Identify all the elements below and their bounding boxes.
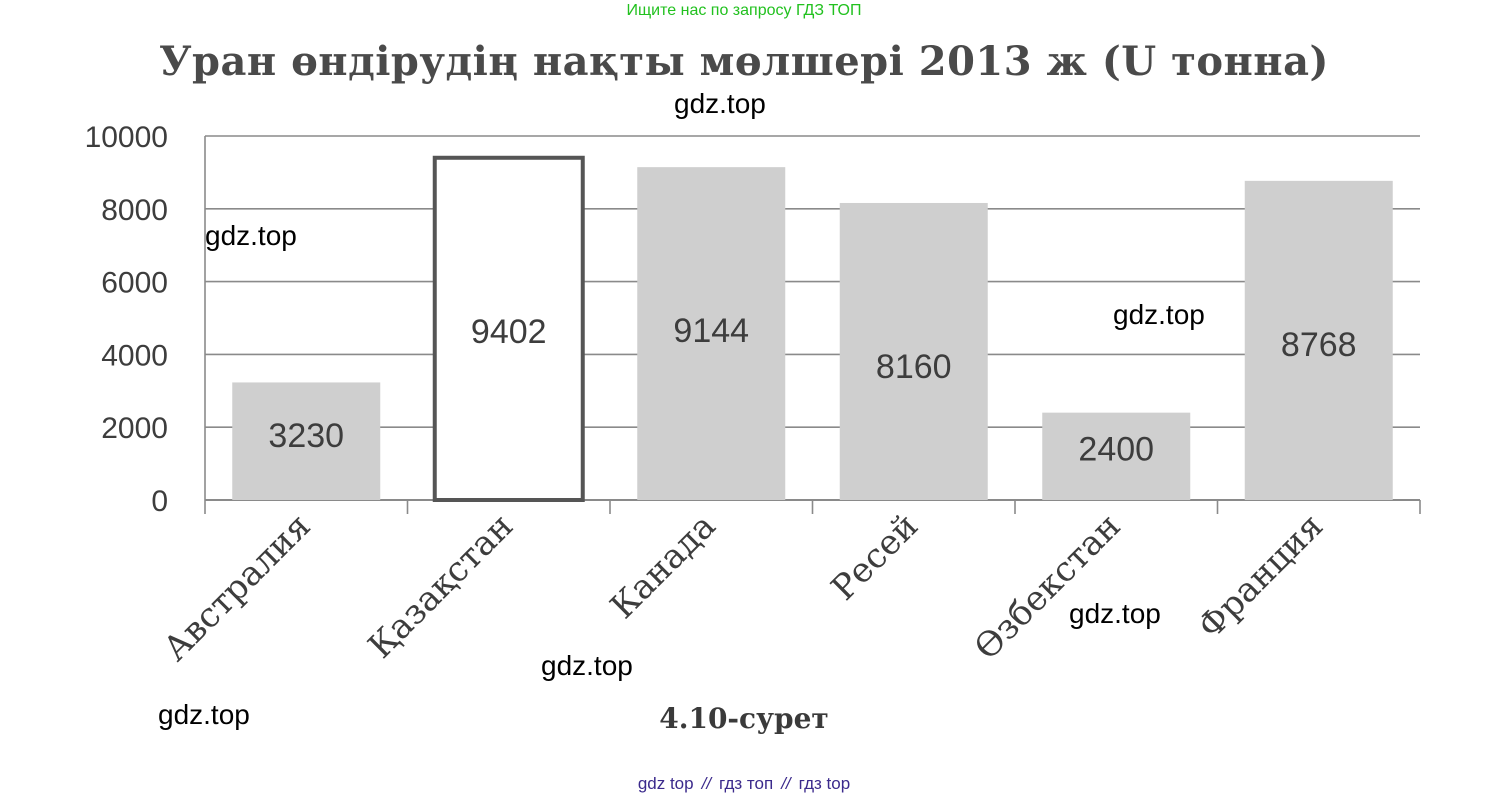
footer-separator: // <box>781 774 791 793</box>
data-label: 9402 <box>471 313 547 351</box>
bar <box>432 155 585 502</box>
watermark: gdz.top <box>158 699 250 730</box>
bar <box>839 202 988 500</box>
x-category-label: Франция <box>1190 506 1331 647</box>
footer-separator: // <box>701 774 712 793</box>
bar <box>232 382 381 500</box>
watermark: gdz.top <box>541 650 633 681</box>
bar <box>1042 412 1191 500</box>
data-label: 3230 <box>268 417 344 455</box>
y-tick-label: 4000 <box>101 339 168 372</box>
footer-link[interactable]: gdz top <box>637 774 694 793</box>
footer-link[interactable]: гдз топ <box>719 774 774 793</box>
y-tick-label: 8000 <box>101 194 168 227</box>
watermark: gdz.top <box>1069 598 1161 629</box>
data-label: 9144 <box>673 312 749 350</box>
watermark: gdz.top <box>205 220 297 251</box>
y-tick-label: 2000 <box>101 412 168 445</box>
chart-title: Уран өндірудің нақты мөлшері 2013 ж (U т… <box>159 38 1329 85</box>
figure-caption: 4.10-сурет <box>659 702 829 735</box>
y-tick-label: 0 <box>151 485 168 518</box>
x-category-label: Канада <box>603 506 724 627</box>
footer-link[interactable]: гдз top <box>798 774 851 793</box>
x-category-label: Австралия <box>156 506 319 669</box>
top-search-link[interactable]: Ищите нас по запросу ГДЗ ТОП <box>626 2 862 19</box>
x-category-label: Ресей <box>824 506 926 608</box>
y-tick-label: 10000 <box>85 121 168 154</box>
y-tick-label: 6000 <box>101 267 168 300</box>
data-label: 2400 <box>1078 431 1154 469</box>
x-category-label: Өзбекстан <box>967 506 1129 668</box>
bar <box>637 167 786 501</box>
watermark: gdz.top <box>1113 299 1205 330</box>
data-label: 8160 <box>876 348 952 386</box>
x-category-label: Қазақстан <box>361 506 521 666</box>
footer-links: gdz top // гдз топ // гдз top <box>0 774 1488 794</box>
watermark: gdz.top <box>674 88 766 119</box>
bar <box>1244 180 1393 501</box>
data-label: 8768 <box>1281 326 1357 364</box>
